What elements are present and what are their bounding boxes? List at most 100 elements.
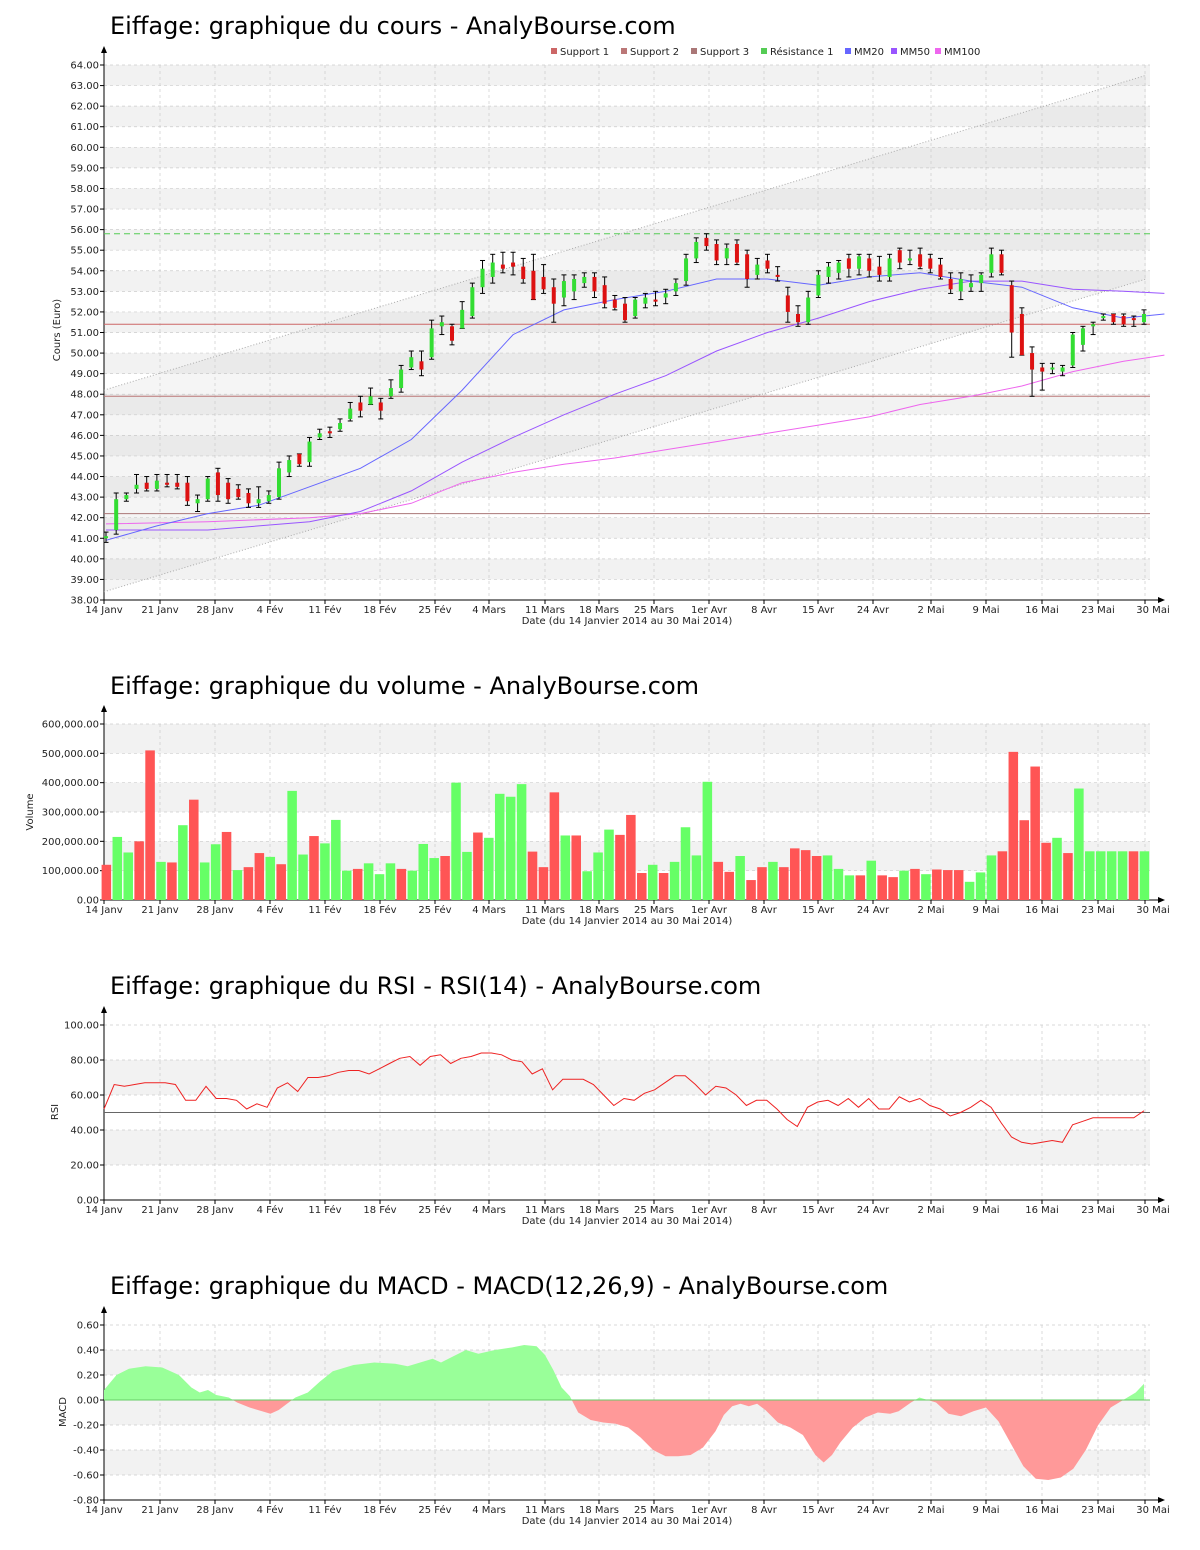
macd-x-tick-label: 24 Avr — [857, 1505, 890, 1516]
rsi-x-tick-label: 14 Janv — [85, 1205, 122, 1216]
candle-body — [338, 423, 343, 430]
price-grid-band — [104, 147, 1150, 168]
rsi-x-tick-label: 21 Janv — [141, 1205, 178, 1216]
volume-bar — [462, 851, 472, 900]
volume-bar — [451, 782, 461, 900]
price-x-tick-label: 16 Mai — [1025, 605, 1058, 616]
rsi-x-axis-label: Date (du 14 Janvier 2014 au 30 Mai 2014) — [522, 1216, 733, 1227]
candle-body — [806, 297, 811, 323]
volume-bar — [538, 867, 549, 900]
volume-bar — [768, 861, 778, 900]
volume-bar — [320, 843, 330, 900]
candle-body — [195, 499, 200, 504]
price-y-tick-label: 51.00 — [70, 328, 99, 339]
volume-bar — [145, 750, 155, 900]
price-x-tick-label: 8 Avr — [751, 605, 778, 616]
candle-body — [958, 279, 963, 292]
candle-body — [857, 256, 862, 269]
price-grid-band — [104, 353, 1150, 374]
volume-y-axis-label: Volume — [25, 793, 36, 830]
price-plot-area: 14 Janv 21 Janv 28 Janv 4 Fév 11 Fév 18 Fév 25… — [70, 46, 1170, 616]
macd-x-tick-label: 14 Janv — [85, 1505, 122, 1516]
macd-x-tick-label: 30 Mai — [1136, 1505, 1169, 1516]
candle-body — [1091, 324, 1096, 327]
candle-body — [907, 258, 912, 261]
volume-x-tick-label: 15 Avr — [802, 905, 835, 916]
volume-bar — [604, 829, 614, 900]
rsi-x-tick-label: 28 Janv — [196, 1205, 233, 1216]
volume-grid-band — [104, 782, 1150, 812]
volume-bar — [571, 835, 581, 900]
rsi-x-tick-label: 18 Fév — [363, 1204, 396, 1216]
price-y-tick-label: 42.00 — [70, 513, 99, 524]
macd-x-tick-label: 1er Avr — [691, 1505, 728, 1516]
price-y-axis-label: Cours (Euro) — [52, 299, 63, 362]
macd-y-tick-label: 0.00 — [77, 1396, 99, 1407]
price-x-tick-label: 11 Fév — [308, 604, 341, 616]
macd-x-tick-label: 18 Mars — [579, 1505, 619, 1516]
volume-y-axis-arrow — [101, 705, 107, 712]
price-grid-band — [104, 106, 1150, 127]
macd-x-tick-label: 2 Mai — [917, 1505, 944, 1516]
volume-bar — [112, 836, 123, 900]
volume-bar — [484, 837, 494, 900]
volume-grid-band — [104, 724, 1150, 754]
volume-bar — [779, 867, 789, 900]
rsi-y-tick-label: 20.00 — [70, 1161, 99, 1172]
candle-body — [1070, 334, 1075, 366]
volume-x-tick-label: 18 Mars — [579, 905, 619, 916]
candle-body — [1060, 367, 1065, 372]
volume-bar — [1074, 788, 1084, 900]
legend-swatch — [551, 48, 557, 54]
volume-bar — [1063, 853, 1073, 900]
price-x-tick-label: 28 Janv — [196, 605, 233, 616]
macd-y-tick-label: -0.60 — [73, 1471, 99, 1482]
price-grid-band — [104, 65, 1150, 86]
volume-bar — [199, 862, 210, 900]
macd-plot-area: 14 Janv 21 Janv 28 Janv 4 Fév 11 Fév 18 Fév 25… — [73, 1306, 1170, 1516]
price-chart-title: Eiffage: graphique du cours - AnalyBours… — [110, 12, 676, 40]
candle-body — [633, 299, 638, 317]
volume-x-axis-label: Date (du 14 Janvier 2014 au 30 Mai 2014) — [522, 916, 733, 927]
candle-body — [358, 402, 363, 411]
volume-bar — [637, 873, 647, 900]
candle-body — [999, 254, 1004, 273]
volume-bar — [702, 781, 713, 900]
volume-bar — [1085, 851, 1095, 900]
candle-body — [521, 266, 526, 279]
volume-bar — [790, 848, 800, 900]
macd-positive-area — [292, 1345, 572, 1400]
volume-bar — [440, 856, 450, 900]
volume-bar — [429, 858, 439, 900]
volume-bar — [647, 864, 658, 900]
volume-bar — [374, 874, 385, 900]
macd-chart-title: Eiffage: graphique du MACD - MACD(12,26,… — [110, 1272, 888, 1300]
price-y-tick-label: 41.00 — [70, 534, 99, 545]
macd-x-tick-label: 28 Janv — [196, 1505, 233, 1516]
volume-bar — [1117, 851, 1128, 900]
price-x-tick-label: 18 Mars — [579, 605, 619, 616]
rsi-chart: Eiffage: graphique du RSI - RSI(14) - An… — [50, 972, 1170, 1227]
price-x-tick-label: 4 Mars — [472, 605, 506, 616]
candle-body — [867, 258, 872, 271]
legend-label: Support 2 — [630, 47, 679, 58]
volume-bar — [407, 870, 418, 900]
candle-body — [969, 283, 973, 288]
price-x-tick-label: 23 Mai — [1081, 605, 1114, 616]
candle-body — [572, 279, 577, 292]
macd-x-tick-label: 16 Mai — [1025, 1505, 1058, 1516]
volume-chart: Eiffage: graphique du volume - AnalyBour… — [25, 672, 1170, 927]
candle-body — [175, 482, 180, 487]
candle-body — [307, 441, 312, 463]
legend-swatch — [935, 48, 941, 54]
trend-channel-lower — [103, 278, 1147, 593]
candle-body — [185, 482, 190, 502]
volume-bar — [582, 871, 592, 900]
legend-label: MM100 — [944, 47, 980, 58]
candle-body — [551, 287, 556, 304]
price-y-tick-label: 49.00 — [70, 369, 99, 380]
rsi-chart-title: Eiffage: graphique du RSI - RSI(14) - An… — [110, 972, 761, 1000]
price-x-tick-label: 11 Mars — [525, 605, 565, 616]
volume-bar — [975, 872, 986, 900]
candle-body — [388, 388, 393, 397]
